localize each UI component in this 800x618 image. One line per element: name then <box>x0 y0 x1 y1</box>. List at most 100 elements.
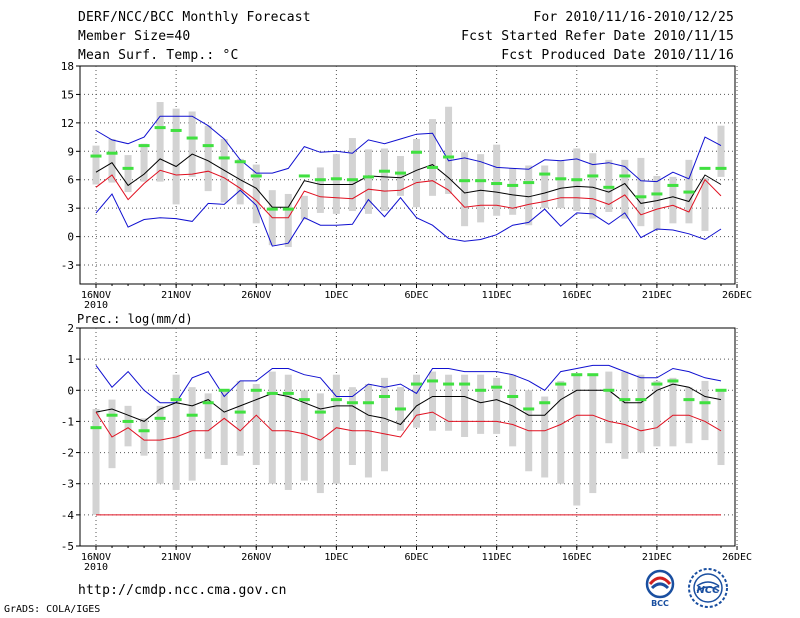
mean-marker <box>138 429 150 433</box>
mean-marker <box>427 165 439 169</box>
mean-marker <box>346 178 358 182</box>
mean-marker <box>411 150 423 154</box>
range-box <box>557 160 565 209</box>
x-tick-label: 1DEC <box>324 552 348 563</box>
range-box <box>429 371 437 431</box>
mean-marker <box>186 136 198 140</box>
mean-marker <box>186 413 198 417</box>
range-box <box>429 119 437 196</box>
y-tick-label: -5 <box>61 540 74 553</box>
range-box <box>413 374 421 428</box>
forecast-period: For 2010/11/16-2010/12/25 <box>533 10 734 25</box>
y-tick-label: -4 <box>61 509 75 522</box>
footer-url[interactable]: http://cmdp.ncc.cma.gov.cn <box>78 583 287 598</box>
range-box <box>701 177 709 231</box>
x-tick-label: 11DEC <box>482 552 512 563</box>
mean-marker <box>330 398 342 402</box>
range-box <box>477 154 485 223</box>
range-box <box>493 144 501 216</box>
range-box <box>461 152 469 227</box>
range-box <box>589 153 597 219</box>
lower-line <box>95 411 722 441</box>
range-box <box>701 380 709 441</box>
x-tick-label: 16DEC <box>562 552 592 563</box>
range-box <box>396 156 404 196</box>
range-box <box>621 371 629 459</box>
mean-marker <box>571 373 583 377</box>
precip-title: Prec.: log(mm/d) <box>77 312 193 326</box>
chart-title: DERF/NCC/BCC Monthly Forecast <box>78 10 311 25</box>
mean-marker <box>218 156 230 160</box>
forecast-produced: Fcst Produced Date 2010/11/16 <box>501 48 734 63</box>
range-box <box>413 138 421 208</box>
range-box <box>509 168 517 215</box>
x-tick-label: 26NOV <box>241 290 271 301</box>
mean-marker <box>154 416 166 420</box>
mean-marker <box>346 401 358 405</box>
lower-line <box>95 169 722 219</box>
y-tick-label: 0 <box>67 384 74 397</box>
mean-marker <box>603 185 615 189</box>
range-box <box>669 176 677 224</box>
x-tick-label: 1DEC <box>324 290 348 301</box>
x-tick-label: 6DEC <box>404 552 428 563</box>
range-box <box>380 148 388 212</box>
mean-marker <box>298 174 310 178</box>
mean-marker <box>362 401 374 405</box>
mean-marker <box>555 382 567 386</box>
y-tick-label: 3 <box>67 202 74 215</box>
plot-frame <box>79 327 736 547</box>
mean-marker <box>635 398 647 402</box>
y-tick-label: -3 <box>61 259 74 272</box>
y-tick-label: 9 <box>67 145 74 158</box>
bcc-logo-text: BCC <box>651 599 669 608</box>
mean-marker <box>122 166 134 170</box>
x-year-label: 2010 <box>84 562 108 573</box>
x-tick-label: 16DEC <box>562 290 592 301</box>
ncc-logo-text: NCC <box>696 585 720 596</box>
mean-marker <box>250 174 262 178</box>
range-box <box>621 159 629 219</box>
range-box <box>589 374 597 494</box>
mean-marker <box>282 207 294 211</box>
range-box <box>445 106 453 194</box>
mean-marker <box>635 195 647 199</box>
mean-marker <box>411 382 423 386</box>
mean-marker <box>154 126 166 130</box>
range-box <box>140 143 148 182</box>
mean-marker <box>138 144 150 148</box>
mean-marker <box>715 166 727 170</box>
range-box <box>653 175 661 230</box>
plot-frame <box>79 65 736 285</box>
mean-marker <box>699 166 711 170</box>
mean-marker <box>587 373 599 377</box>
x-year-label: 2010 <box>84 300 108 311</box>
y-tick-label: 2 <box>67 322 74 335</box>
range-box <box>637 157 645 227</box>
mean-marker <box>571 178 583 182</box>
x-tick-label: 21DEC <box>642 552 672 563</box>
mean-marker <box>427 379 439 383</box>
range-box <box>300 390 308 481</box>
range-box <box>653 380 661 447</box>
member-size: Member Size=40 <box>78 29 191 44</box>
range-box <box>605 371 613 444</box>
mean-marker <box>106 413 118 417</box>
range-box <box>188 387 196 481</box>
mean-marker <box>202 401 214 405</box>
range-box <box>348 387 356 466</box>
median-line <box>95 153 722 208</box>
forecast-started: Fcst Started Refer Date 2010/11/15 <box>461 29 734 44</box>
x-tick-label: 16NOV <box>81 290 111 301</box>
upper-line <box>95 115 722 183</box>
mean-marker <box>170 398 182 402</box>
x-tick-label: 16NOV <box>81 552 111 563</box>
x-tick-label: 26DEC <box>722 552 752 563</box>
mean-marker <box>555 177 567 181</box>
mean-marker <box>106 151 118 155</box>
range-box <box>236 380 244 456</box>
precipitation-panel: -5 -4 -3 -2 -1 0 1 2 16NOV 21NOV 26NOV 1DEC 6DEC 11DE… <box>61 322 752 573</box>
range-box <box>204 393 212 459</box>
range-box <box>156 405 164 484</box>
mean-marker <box>314 178 326 182</box>
